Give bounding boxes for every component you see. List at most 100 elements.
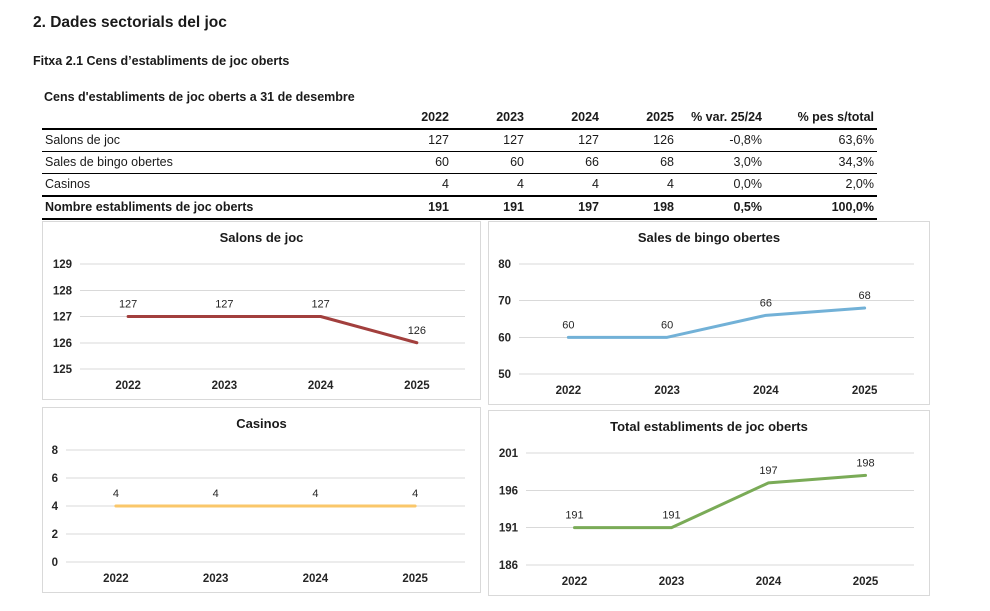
table-cell: 3,0% [677, 151, 765, 174]
y-axis-tick-label: 126 [53, 338, 72, 350]
column-header: 2025 [602, 107, 677, 130]
data-label: 127 [119, 299, 137, 311]
data-label: 68 [859, 290, 871, 302]
line-chart-sales-de-bingo: 50 60 70 80 2022 2023 2024 2025 60 60 66 68 [498, 259, 914, 397]
line-chart-casinos: 0 2 4 6 8 2022 2023 2024 2025 4 4 4 4 [52, 445, 465, 585]
x-axis-tick-label: 2024 [756, 576, 782, 588]
table-cell: 127 [377, 129, 452, 152]
data-label: 60 [661, 319, 673, 331]
data-label: 198 [856, 457, 874, 469]
data-label: 197 [759, 465, 777, 477]
x-axis-tick-label: 2025 [402, 573, 428, 585]
y-axis-tick-label: 0 [52, 557, 58, 569]
x-axis-tick-label: 2023 [654, 385, 680, 397]
x-axis-tick-label: 2025 [852, 385, 878, 397]
y-axis-tick-label: 2 [52, 529, 58, 541]
table-cell: 4 [527, 173, 602, 197]
table-cell: 0,0% [677, 173, 765, 197]
table-cell: 66 [527, 151, 602, 174]
data-label: 191 [565, 510, 583, 522]
table-row: Salons de joc 127 127 127 126 -0,8% 63,6% [42, 129, 877, 152]
column-header: % pes s/total [765, 107, 877, 130]
data-label: 66 [760, 297, 772, 309]
data-label: 4 [412, 488, 418, 500]
data-label: 4 [113, 488, 119, 500]
table-cell: 63,6% [765, 129, 877, 152]
chart-panel-casinos: Casinos 0 2 4 6 8 2022 2023 2024 2025 4 4 4 4 [42, 407, 481, 593]
row-label: Nombre establiments de joc oberts [42, 195, 377, 220]
x-axis-tick-label: 2022 [115, 380, 141, 392]
table-cell: 34,3% [765, 151, 877, 174]
table-row: Nombre establiments de joc oberts 191 191 1… [42, 195, 877, 220]
chart-panel-sales-de-bingo: Sales de bingo obertes 50 60 70 80 2022 2023 2… [488, 221, 930, 405]
y-axis-tick-label: 8 [52, 445, 59, 457]
table-cell: 4 [602, 173, 677, 197]
x-axis-tick-label: 2025 [404, 380, 430, 392]
chart-title: Salons de joc [219, 230, 304, 245]
table-row: Casinos 4 4 4 4 0,0% 2,0% [42, 173, 877, 197]
column-header: % var. 25/24 [677, 107, 765, 130]
chart-title: Casinos [236, 416, 287, 431]
table-cell: 4 [452, 173, 527, 197]
x-axis-tick-label: 2024 [753, 385, 779, 397]
table-cell: 127 [527, 129, 602, 152]
column-header: 2022 [377, 107, 452, 130]
table-title: Cens d'establiments de joc oberts a 31 d… [44, 90, 355, 104]
x-axis-tick-label: 2024 [308, 380, 334, 392]
table-cell: 68 [602, 151, 677, 174]
table-row: Sales de bingo obertes 60 60 66 68 3,0% 34,3% [42, 151, 877, 174]
y-axis-tick-label: 186 [499, 560, 518, 572]
data-line [573, 473, 867, 530]
data-label: 126 [408, 325, 426, 337]
y-axis-tick-label: 80 [498, 259, 511, 271]
row-label: Salons de joc [42, 129, 377, 152]
table-cell: 191 [452, 195, 527, 220]
column-header: 2024 [527, 107, 602, 130]
y-axis-tick-label: 196 [499, 485, 518, 497]
table-cell: 2,0% [765, 173, 877, 197]
chart-title: Total establiments de joc oberts [610, 419, 808, 434]
chart-panel-salons-de-joc: Salons de joc 125 126 127 128 129 2022 2023 202… [42, 221, 481, 400]
table-cell: 60 [377, 151, 452, 174]
table-cell: 197 [527, 195, 602, 220]
census-table: 2022 2023 2024 2025% var. 25/24% pes s/tota… [42, 107, 877, 220]
line-chart-total-establiments: 186 191 196 201 2022 2023 2024 2025 191 191 197 198 [499, 448, 914, 588]
fitxa-subheading: Fitxa 2.1 Cens d’establiments de joc obe… [33, 54, 290, 68]
chart-title: Sales de bingo obertes [637, 230, 781, 245]
data-label: 60 [562, 319, 574, 331]
table-cell: 0,5% [677, 195, 765, 220]
y-axis-tick-label: 128 [53, 285, 73, 297]
table-cell: 4 [377, 173, 452, 197]
y-axis-tick-label: 125 [53, 364, 73, 376]
x-axis-tick-label: 2022 [562, 576, 588, 588]
table-cell: 60 [452, 151, 527, 174]
x-axis-tick-label: 2022 [103, 573, 129, 585]
y-axis-tick-label: 4 [52, 501, 59, 513]
section-heading: 2. Dades sectorials del joc [33, 14, 227, 31]
data-label: 127 [215, 299, 233, 311]
y-axis-tick-label: 70 [498, 296, 511, 308]
x-axis-tick-label: 2022 [556, 385, 582, 397]
y-axis-tick-label: 127 [53, 312, 72, 324]
data-label: 127 [311, 299, 329, 311]
y-axis-tick-label: 201 [499, 448, 519, 460]
y-axis-tick-label: 129 [53, 259, 72, 271]
column-header [42, 107, 377, 130]
data-label: 191 [662, 510, 680, 522]
column-header: 2023 [452, 107, 527, 130]
x-axis-tick-label: 2024 [303, 573, 329, 585]
data-label: 4 [312, 488, 318, 500]
y-axis-tick-label: 50 [498, 369, 511, 381]
census-table-head-row: 2022 2023 2024 2025% var. 25/24% pes s/tota… [42, 107, 877, 130]
table-cell: -0,8% [677, 129, 765, 152]
data-line [566, 306, 867, 339]
data-line [126, 315, 419, 345]
row-label: Sales de bingo obertes [42, 151, 377, 174]
table-cell: 100,0% [765, 195, 877, 220]
row-label: Casinos [42, 173, 377, 197]
table-cell: 191 [377, 195, 452, 220]
chart-panel-total-establiments: Total establiments de joc oberts 186 191 1… [488, 410, 930, 596]
y-axis-tick-label: 60 [498, 332, 511, 344]
x-axis-tick-label: 2023 [212, 380, 238, 392]
